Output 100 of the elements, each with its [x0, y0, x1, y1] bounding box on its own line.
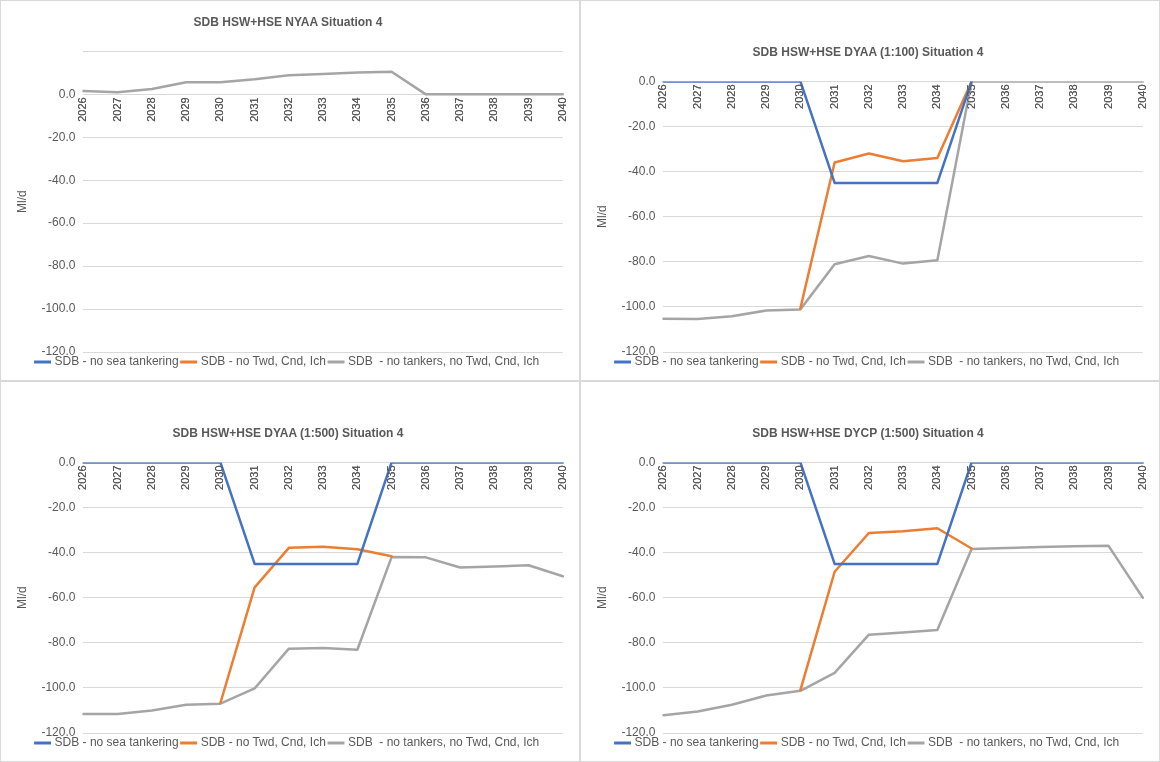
- x-tick-label: 2036: [998, 465, 1011, 490]
- x-tick-label: 2037: [1033, 465, 1046, 490]
- x-tick-label: 2028: [144, 465, 157, 490]
- y-tick-label: -80.0: [628, 635, 656, 650]
- legend-label: SDB - no tankers, no Twd, Cnd, Ich: [348, 735, 540, 750]
- legend-label: SDB - no Twd, Cnd, Ich: [200, 354, 326, 369]
- x-tick-label: 2037: [1033, 84, 1046, 109]
- y-axis-title: Ml/d: [14, 190, 29, 214]
- x-tick-label: 2026: [76, 97, 89, 122]
- chart-title: SDB HSW+HSE DYAA (1:500) Situation 4: [172, 425, 404, 440]
- y-tick-label: -40.0: [48, 172, 76, 187]
- legend-label: SDB - no sea tankering: [634, 354, 759, 369]
- x-tick-label: 2026: [76, 465, 89, 490]
- x-tick-label: 2029: [759, 84, 772, 109]
- y-tick-label: -20.0: [628, 118, 656, 133]
- x-tick-label: 2040: [555, 97, 568, 122]
- x-tick-label: 2040: [555, 465, 568, 490]
- x-tick-label: 2038: [1067, 84, 1080, 109]
- legend-label: SDB - no Twd, Cnd, Ich: [780, 735, 906, 750]
- x-tick-label: 2031: [827, 465, 840, 490]
- x-tick-label: 2030: [213, 97, 226, 122]
- y-tick-label: -40.0: [48, 544, 76, 559]
- x-tick-label: 2028: [724, 84, 737, 109]
- x-tick-label: 2039: [1101, 465, 1114, 490]
- y-tick-label: -20.0: [628, 499, 656, 514]
- legend-label: SDB - no sea tankering: [54, 354, 179, 369]
- y-tick-label: 0.0: [58, 454, 76, 469]
- x-tick-label: 2026: [656, 465, 669, 490]
- legend-label: SDB - no tankers, no Twd, Cnd, Ich: [348, 354, 540, 369]
- x-tick-label: 2032: [281, 97, 294, 122]
- x-tick-label: 2033: [896, 84, 909, 109]
- y-tick-label: -60.0: [628, 590, 656, 605]
- y-tick-label: -20.0: [48, 499, 76, 514]
- x-tick-label: 2037: [453, 97, 466, 122]
- x-tick-label: 2036: [998, 84, 1011, 109]
- x-tick-label: 2034: [930, 465, 943, 490]
- legend-label: SDB - no tankers, no Twd, Cnd, Ich: [928, 735, 1120, 750]
- y-tick-label: -100.0: [41, 301, 76, 316]
- x-tick-label: 2031: [827, 84, 840, 109]
- y-tick-label: -60.0: [628, 209, 656, 224]
- y-tick-label: -80.0: [628, 254, 656, 269]
- chart-title: SDB HSW+HSE DYAA (1:100) Situation 4: [752, 44, 984, 59]
- y-tick-label: -100.0: [621, 680, 656, 695]
- x-tick-label: 2033: [316, 97, 329, 122]
- y-tick-label: -80.0: [48, 635, 76, 650]
- legend-label: SDB - no sea tankering: [634, 735, 759, 750]
- x-tick-label: 2029: [179, 465, 192, 490]
- x-tick-label: 2030: [793, 84, 806, 109]
- y-tick-label: 0.0: [638, 454, 656, 469]
- x-tick-label: 2038: [487, 465, 500, 490]
- x-tick-label: 2031: [247, 97, 260, 122]
- x-tick-label: 2031: [247, 465, 260, 490]
- y-tick-label: -20.0: [48, 129, 76, 144]
- x-tick-label: 2030: [213, 465, 226, 490]
- y-tick-label: -80.0: [48, 258, 76, 273]
- x-tick-label: 2027: [690, 84, 703, 109]
- x-tick-label: 2028: [144, 97, 157, 122]
- x-tick-label: 2040: [1135, 465, 1148, 490]
- y-tick-label: -100.0: [621, 299, 656, 314]
- x-tick-label: 2039: [521, 97, 534, 122]
- legend-label: SDB - no Twd, Cnd, Ich: [780, 354, 906, 369]
- x-tick-label: 2040: [1135, 84, 1148, 109]
- y-axis-title: Ml/d: [594, 586, 609, 610]
- chart-title: SDB HSW+HSE NYAA Situation 4: [193, 14, 383, 29]
- y-tick-label: -100.0: [41, 680, 76, 695]
- x-tick-label: 2035: [964, 84, 977, 109]
- x-tick-label: 2038: [1067, 465, 1080, 490]
- x-tick-label: 2036: [418, 97, 431, 122]
- x-tick-label: 2035: [384, 97, 397, 122]
- x-tick-label: 2035: [384, 465, 397, 490]
- x-tick-label: 2033: [316, 465, 329, 490]
- x-tick-label: 2027: [110, 97, 123, 122]
- y-axis-title: Ml/d: [14, 586, 29, 610]
- x-tick-label: 2032: [861, 84, 874, 109]
- y-tick-label: -40.0: [628, 163, 656, 178]
- x-tick-label: 2029: [179, 97, 192, 122]
- legend-label: SDB - no Twd, Cnd, Ich: [200, 735, 326, 750]
- legend-label: SDB - no sea tankering: [54, 735, 179, 750]
- x-tick-label: 2032: [281, 465, 294, 490]
- x-tick-label: 2028: [724, 465, 737, 490]
- legend-label: SDB - no tankers, no Twd, Cnd, Ich: [928, 354, 1120, 369]
- x-tick-label: 2026: [656, 84, 669, 109]
- x-tick-label: 2037: [453, 465, 466, 490]
- y-tick-label: 0.0: [58, 86, 76, 101]
- x-tick-label: 2039: [521, 465, 534, 490]
- x-tick-label: 2033: [896, 465, 909, 490]
- x-tick-label: 2036: [418, 465, 431, 490]
- chart-title: SDB HSW+HSE DYCP (1:500) Situation 4: [752, 425, 985, 440]
- x-tick-label: 2034: [350, 465, 363, 490]
- x-tick-label: 2029: [759, 465, 772, 490]
- x-tick-label: 2038: [487, 97, 500, 122]
- x-tick-label: 2027: [690, 465, 703, 490]
- x-tick-label: 2034: [930, 84, 943, 109]
- x-tick-label: 2035: [964, 465, 977, 490]
- x-tick-label: 2039: [1101, 84, 1114, 109]
- x-tick-label: 2032: [861, 465, 874, 490]
- y-tick-label: 0.0: [638, 73, 656, 88]
- x-tick-label: 2034: [350, 97, 363, 122]
- y-axis-title: Ml/d: [594, 205, 609, 229]
- y-tick-label: -60.0: [48, 590, 76, 605]
